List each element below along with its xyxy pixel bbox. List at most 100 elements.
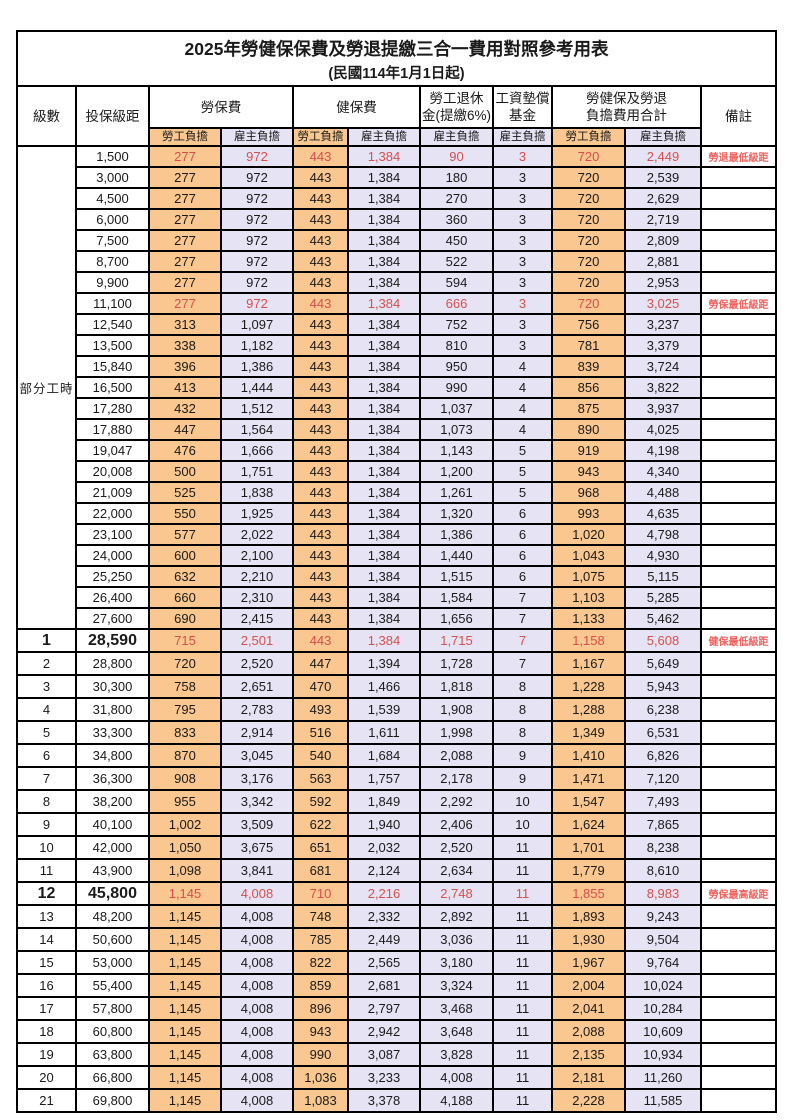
cell-total-employer: 9,243 <box>624 904 702 929</box>
cell-labor-employer: 972 <box>220 292 294 315</box>
cell-health-employer: 1,384 <box>347 376 421 399</box>
cell-remark <box>699 950 778 975</box>
cell-remark <box>699 481 778 504</box>
cell-bracket: 40,100 <box>75 812 150 837</box>
cell-remark <box>699 743 778 768</box>
table-row: 17 57,800 1,145 4,008 896 2,797 3,468 11 2,041 10… <box>16 996 778 1021</box>
cell-remark <box>699 334 778 357</box>
cell-bracket: 23,100 <box>75 523 150 546</box>
cell-pension-employer: 1,656 <box>419 607 494 630</box>
cell-wage-fund-employer: 8 <box>492 720 553 745</box>
cell-wage-fund-employer: 6 <box>492 502 553 525</box>
header-group-row: 級數 投保級距 勞保費 健保費 勞工退休 金(提繳6%) 工資墊償 基金 勞健保… <box>16 85 778 147</box>
cell-pension-employer: 2,292 <box>419 789 494 814</box>
cell-total-employee: 2,181 <box>551 1065 626 1090</box>
cell-level: 10 <box>16 835 77 860</box>
cell-total-employee: 720 <box>551 229 626 252</box>
cell-wage-fund-employer: 7 <box>492 607 553 630</box>
cell-bracket: 8,700 <box>75 250 150 273</box>
cell-wage-fund-employer: 11 <box>492 1088 553 1113</box>
cell-total-employer: 5,943 <box>624 674 702 699</box>
cell-health-employer: 3,087 <box>347 1042 421 1067</box>
cell-health-employer: 1,384 <box>347 250 421 273</box>
cell-bracket: 26,400 <box>75 586 150 609</box>
cell-total-employer: 3,379 <box>624 334 702 357</box>
cell-labor-employee: 1,050 <box>148 835 222 860</box>
cell-total-employer: 4,635 <box>624 502 702 525</box>
cell-labor-employer: 1,925 <box>220 502 294 525</box>
cell-labor-employer: 4,008 <box>220 1042 294 1067</box>
cell-health-employer: 2,942 <box>347 1019 421 1044</box>
cell-pension-employer: 1,261 <box>419 481 494 504</box>
cell-wage-fund-employer: 11 <box>492 881 553 906</box>
table-row: 11 43,900 1,098 3,841 681 2,124 2,634 11 1,779 8,… <box>16 858 778 883</box>
cell-health-employee: 443 <box>292 145 349 168</box>
cell-total-employer: 4,798 <box>624 523 702 546</box>
table-row: 部分工時 1,500 277 972 443 1,384 90 3 720 2,449 勞退最低級距 <box>16 145 778 630</box>
cell-wage-fund-employer: 11 <box>492 1042 553 1067</box>
cell-remark <box>699 502 778 525</box>
cell-total-employee: 1,930 <box>551 927 626 952</box>
cell-total-employee: 875 <box>551 397 626 420</box>
cell-pension-employer: 752 <box>419 313 494 336</box>
col-header-remark: 備註 <box>699 85 778 147</box>
part-time-merged-cell: 部分工時 <box>16 145 77 630</box>
cell-total-employee: 1,020 <box>551 523 626 546</box>
cell-level: 8 <box>16 789 77 814</box>
cell-health-employee: 622 <box>292 812 349 837</box>
col-header-total: 勞健保及勞退 負擔費用合計 <box>551 85 702 129</box>
cell-health-employer: 1,384 <box>347 187 421 210</box>
cell-wage-fund-employer: 6 <box>492 544 553 567</box>
cell-health-employer: 2,565 <box>347 950 421 975</box>
cell-labor-employee: 550 <box>148 502 222 525</box>
cell-wage-fund-employer: 4 <box>492 355 553 378</box>
cell-health-employee: 470 <box>292 674 349 699</box>
cell-labor-employee: 277 <box>148 271 222 294</box>
cell-labor-employee: 277 <box>148 250 222 273</box>
cell-level: 14 <box>16 927 77 952</box>
cell-health-employer: 1,384 <box>347 523 421 546</box>
cell-health-employer: 1,384 <box>347 313 421 336</box>
cell-health-employer: 1,384 <box>347 355 421 378</box>
cell-wage-fund-employer: 11 <box>492 835 553 860</box>
cell-total-employee: 919 <box>551 439 626 462</box>
col-header-wage-fund-line1: 工資墊償 <box>495 91 550 106</box>
cell-wage-fund-employer: 7 <box>492 586 553 609</box>
cell-bracket: 13,500 <box>75 334 150 357</box>
cell-health-employee: 443 <box>292 439 349 462</box>
cell-pension-employer: 1,320 <box>419 502 494 525</box>
cell-total-employee: 720 <box>551 187 626 210</box>
cell-remark <box>699 397 778 420</box>
cell-health-employer: 1,384 <box>347 292 421 315</box>
cell-bracket: 69,800 <box>75 1088 150 1113</box>
cell-health-employee: 443 <box>292 292 349 315</box>
cell-labor-employer: 3,176 <box>220 766 294 791</box>
table-row: 2 28,800 720 2,520 447 1,394 1,728 7 1,167 5,649 <box>16 651 778 676</box>
cell-wage-fund-employer: 10 <box>492 789 553 814</box>
subheader-health-employer: 雇主負擔 <box>347 127 421 147</box>
cell-total-employee: 720 <box>551 271 626 294</box>
cell-bracket: 19,047 <box>75 439 150 462</box>
cell-total-employer: 9,504 <box>624 927 702 952</box>
cell-bracket: 34,800 <box>75 743 150 768</box>
cell-remark <box>699 376 778 399</box>
cell-health-employer: 1,684 <box>347 743 421 768</box>
cell-labor-employee: 277 <box>148 187 222 210</box>
cell-total-employee: 856 <box>551 376 626 399</box>
cell-total-employee: 1,075 <box>551 565 626 588</box>
cell-total-employee: 943 <box>551 460 626 483</box>
cell-labor-employee: 1,145 <box>148 1065 222 1090</box>
cell-pension-employer: 2,088 <box>419 743 494 768</box>
cell-health-employee: 822 <box>292 950 349 975</box>
cell-labor-employee: 500 <box>148 460 222 483</box>
cell-labor-employer: 4,008 <box>220 1065 294 1090</box>
cell-total-employer: 11,585 <box>624 1088 702 1113</box>
cell-wage-fund-employer: 11 <box>492 1065 553 1090</box>
col-header-total-line2: 負擔費用合計 <box>586 108 667 123</box>
cell-remark <box>699 271 778 294</box>
cell-health-employee: 990 <box>292 1042 349 1067</box>
cell-level: 21 <box>16 1088 77 1113</box>
cell-health-employer: 2,797 <box>347 996 421 1021</box>
cell-labor-employer: 4,008 <box>220 950 294 975</box>
cell-total-employer: 2,719 <box>624 208 702 231</box>
